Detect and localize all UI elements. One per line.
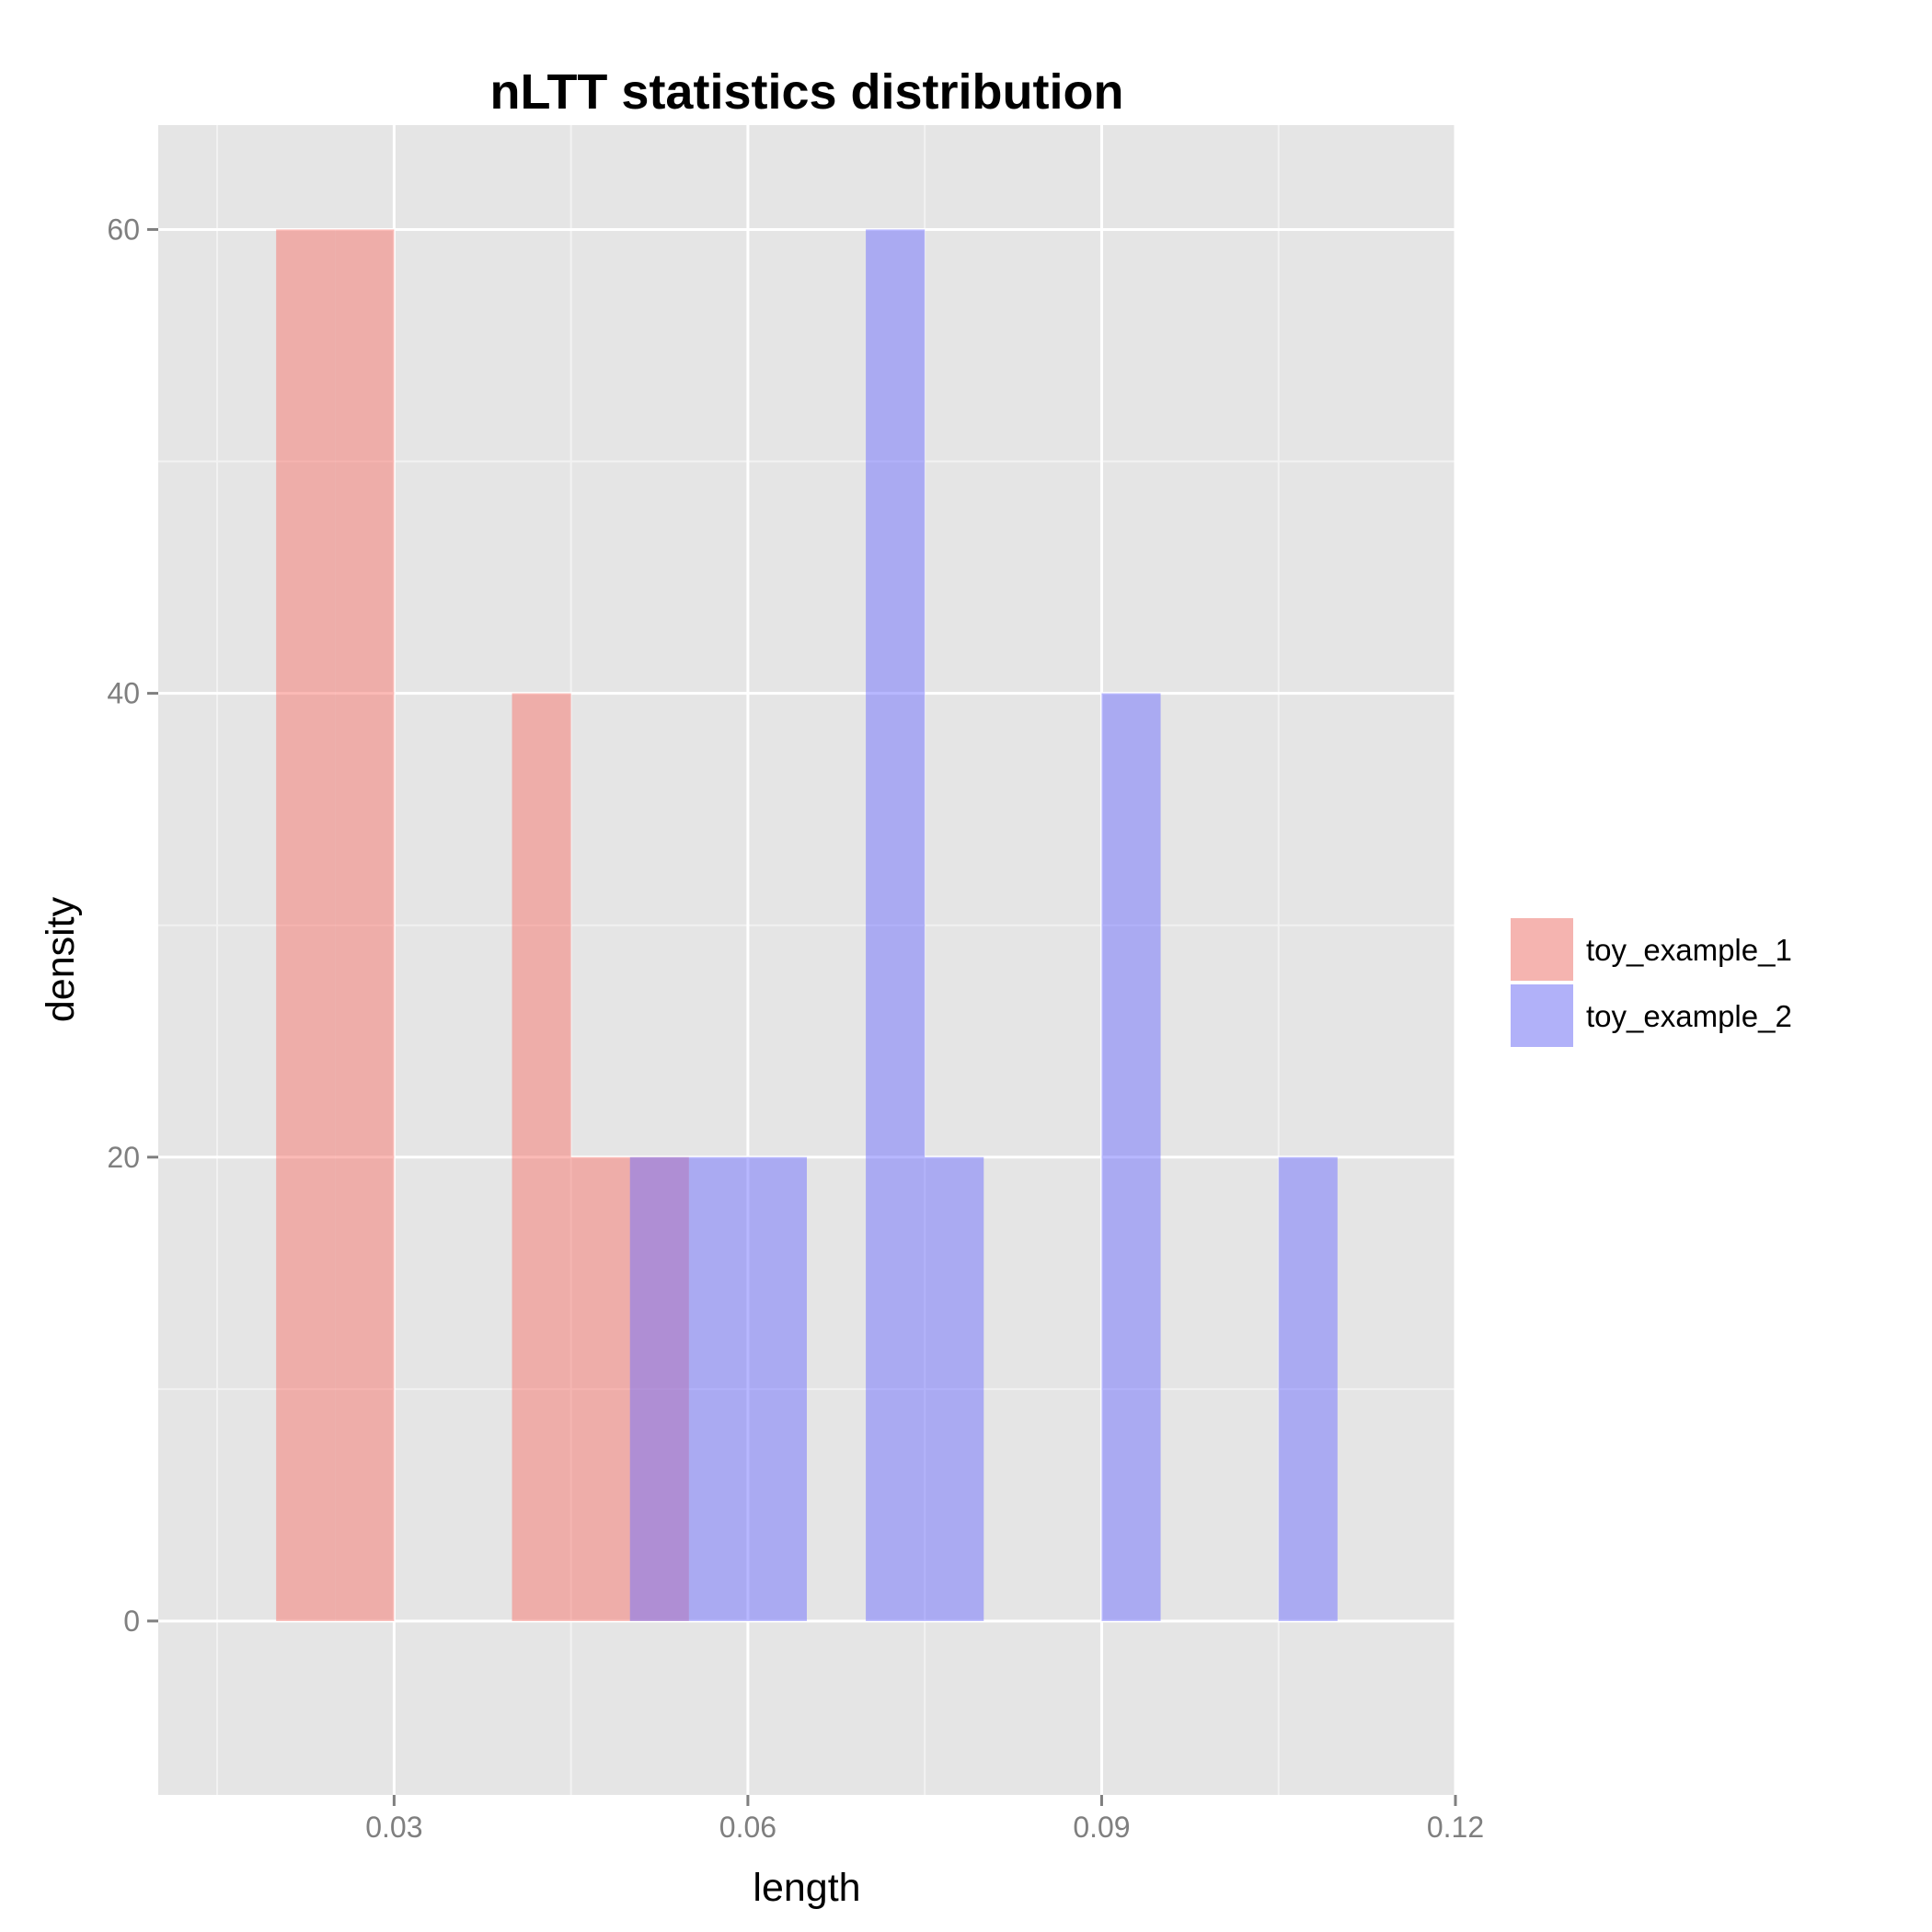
x-axis: 0.03 0.06 0.09 0.12 <box>365 1795 1484 1844</box>
bar-toy_example_2 <box>866 229 926 1621</box>
legend-label: toy_example_1 <box>1586 933 1792 967</box>
y-axis: 0 20 40 60 <box>107 213 158 1638</box>
y-tick-label: 40 <box>107 677 140 710</box>
bar-toy_example_2 <box>747 1156 807 1621</box>
x-tick-label: 0.09 <box>1073 1811 1130 1844</box>
bar-toy_example_1 <box>276 229 336 1621</box>
bar-toy_example_1 <box>335 229 395 1621</box>
legend-label: toy_example_2 <box>1586 999 1792 1033</box>
x-tick-label: 0.03 <box>365 1811 422 1844</box>
y-tick-label: 0 <box>123 1604 140 1638</box>
y-axis-label: density <box>39 896 83 1022</box>
legend: toy_example_1 toy_example_2 <box>1509 916 1792 1049</box>
histogram-bars <box>276 229 1338 1621</box>
chart-title: nLTT statistics distribution <box>489 64 1123 120</box>
bar-toy_example_2 <box>688 1156 748 1621</box>
bar-toy_example_2 <box>925 1156 984 1621</box>
bar-toy_example_1 <box>570 1156 630 1621</box>
x-tick-label: 0.12 <box>1427 1811 1484 1844</box>
legend-key-toy_example_1 <box>1509 916 1575 983</box>
bar-toy_example_2 <box>1101 693 1161 1621</box>
legend-key-toy_example_2 <box>1509 983 1575 1049</box>
bar-toy_example_2 <box>1278 1156 1338 1621</box>
x-axis-label: length <box>753 1866 860 1910</box>
bar-toy_example_2 <box>629 1156 689 1621</box>
y-tick-label: 60 <box>107 213 140 246</box>
bar-toy_example_1 <box>512 693 571 1621</box>
x-tick-label: 0.06 <box>719 1811 776 1844</box>
y-tick-label: 20 <box>107 1141 140 1174</box>
